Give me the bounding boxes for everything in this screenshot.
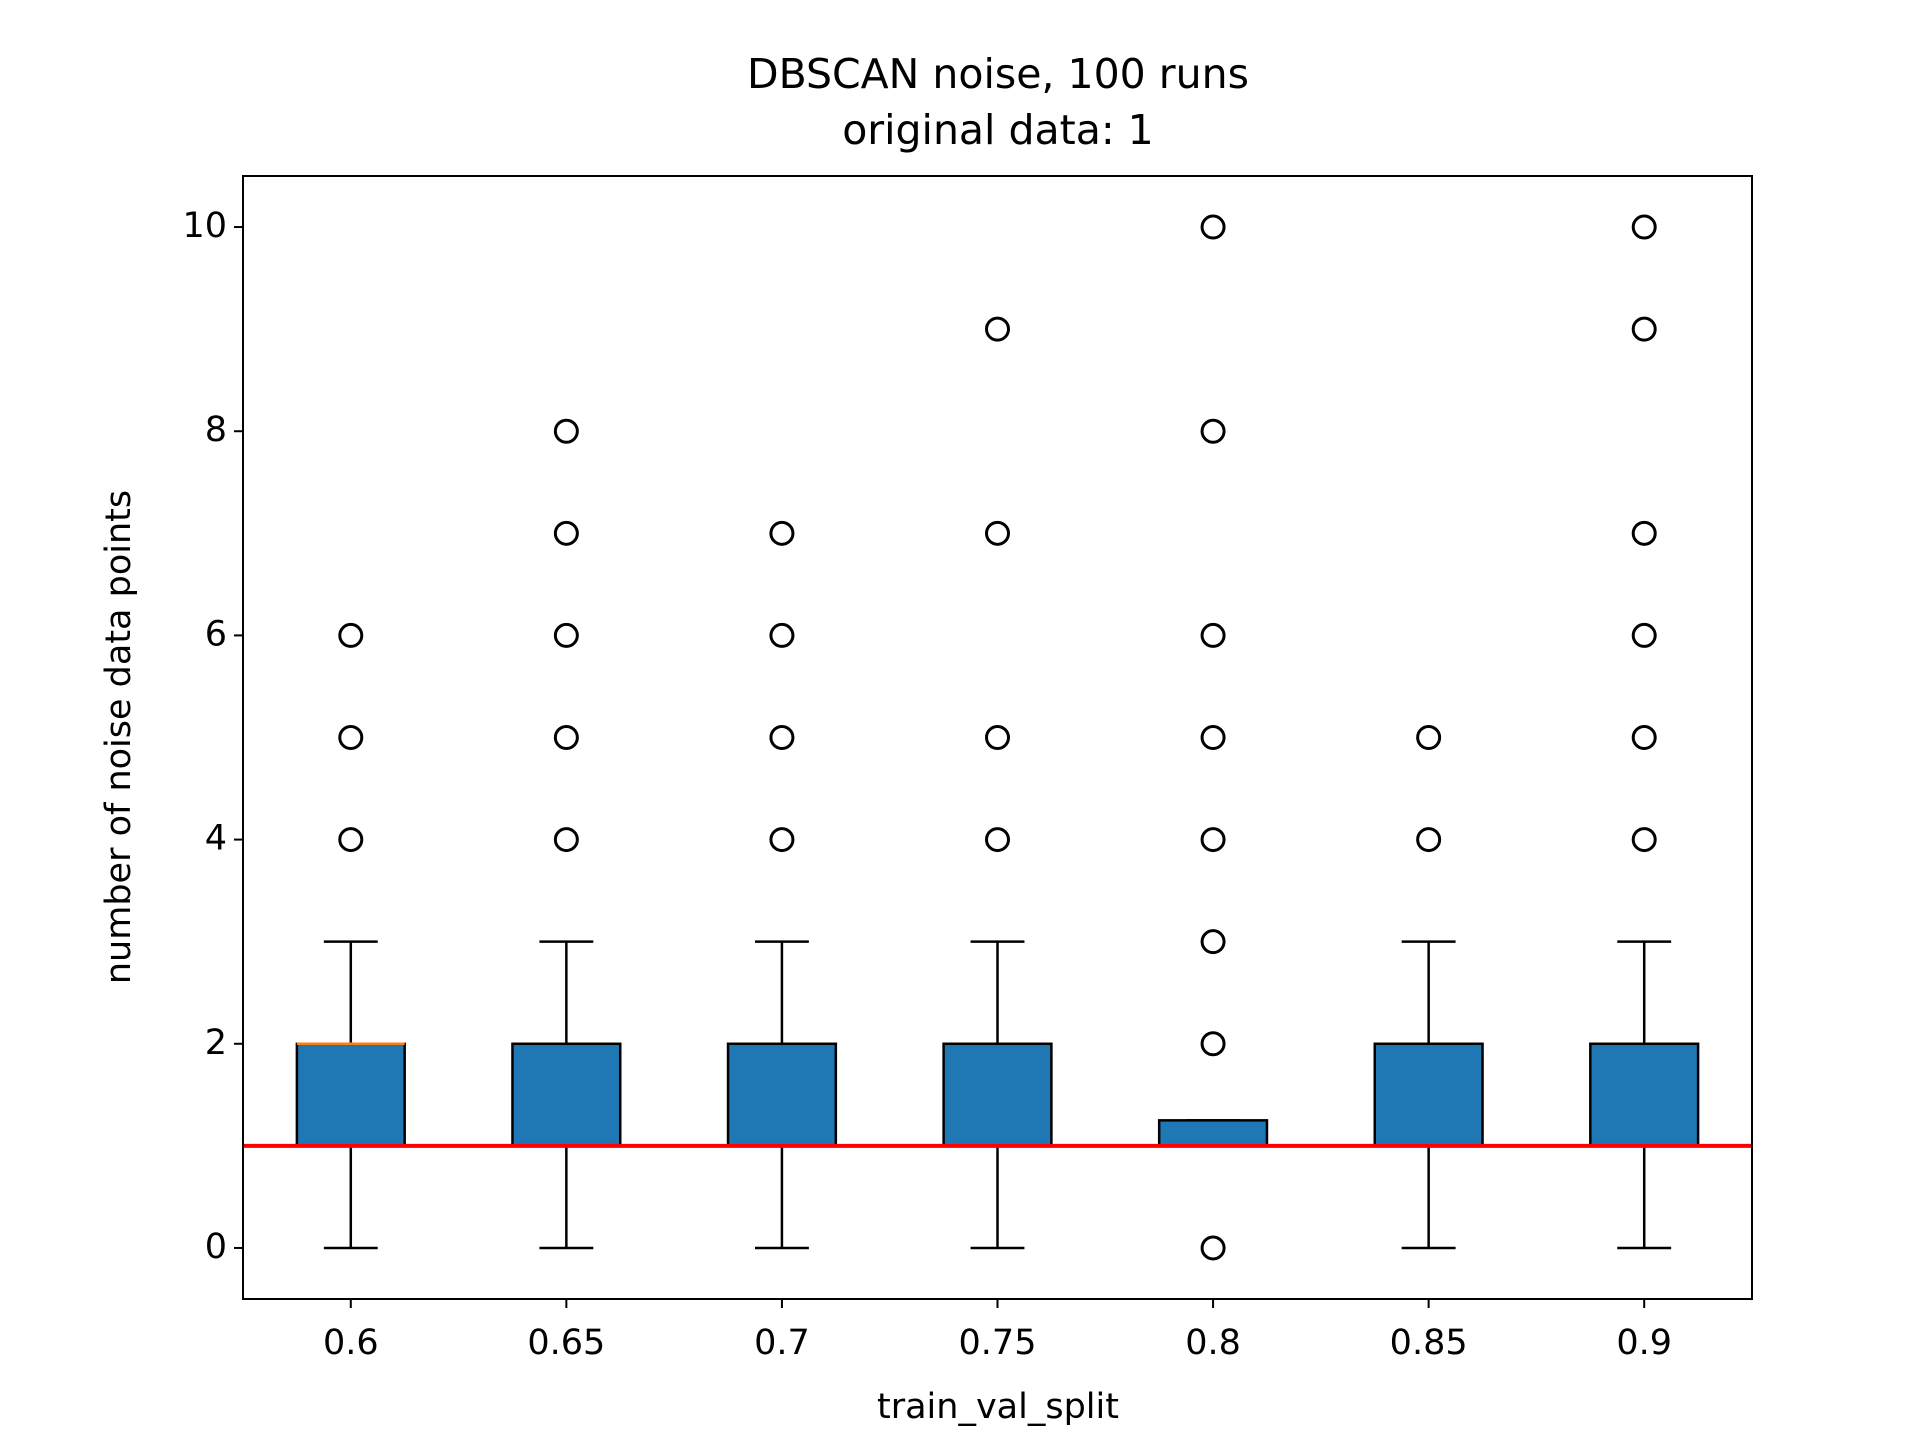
outlier [769, 622, 795, 648]
y-tick-label: 2 [205, 1023, 227, 1063]
outlier [1416, 827, 1442, 853]
outlier [769, 725, 795, 750]
x-tick-label: 0.65 [527, 1323, 605, 1363]
outlier [1631, 725, 1657, 750]
box [726, 1042, 838, 1148]
box [295, 1042, 406, 1148]
y-tick-label: 6 [205, 614, 227, 654]
outlier [1416, 725, 1442, 750]
outlier [1200, 418, 1226, 444]
outlier [985, 827, 1010, 853]
box [942, 1042, 1053, 1148]
outlier [1200, 1235, 1226, 1261]
outlier [985, 316, 1010, 342]
outlier [1200, 725, 1226, 750]
outlier [338, 622, 364, 648]
x-tick-label: 0.8 [1185, 1323, 1241, 1363]
outlier [553, 418, 579, 444]
box [1373, 1042, 1484, 1148]
y-tick-label: 8 [205, 410, 227, 450]
y-tick-label: 4 [205, 819, 227, 859]
outlier [1631, 622, 1657, 648]
outlier [1631, 214, 1657, 240]
x-tick-label: 0.9 [1616, 1323, 1672, 1363]
outlier [1200, 929, 1226, 955]
outlier [1200, 622, 1226, 648]
outlier [553, 725, 579, 750]
box [511, 1042, 622, 1148]
x-axis-label: train_val_split [877, 1387, 1119, 1427]
chart-subtitle: original data: 1 [842, 106, 1154, 154]
plot-frame [242, 175, 1753, 1300]
outlier [1631, 520, 1657, 546]
box [1157, 1119, 1269, 1148]
outlier [769, 827, 795, 853]
chart-title: DBSCAN noise, 100 runs [747, 50, 1249, 98]
outlier [553, 520, 579, 546]
outlier [338, 725, 364, 750]
x-tick-label: 0.75 [959, 1323, 1037, 1363]
y-axis-label: number of noise data points [99, 490, 139, 984]
outlier [985, 520, 1010, 546]
outlier [1631, 827, 1657, 853]
outlier [1200, 1031, 1226, 1057]
x-tick-label: 0.85 [1390, 1323, 1468, 1363]
y-tick-label: 10 [182, 206, 227, 246]
outlier [1200, 214, 1226, 240]
x-tick-label: 0.6 [323, 1323, 379, 1363]
outlier [1200, 827, 1226, 853]
outlier [553, 622, 579, 648]
outlier [338, 827, 364, 853]
outlier [985, 725, 1010, 750]
outlier [553, 827, 579, 853]
outlier [769, 520, 795, 546]
outlier [1631, 316, 1657, 342]
x-tick-label: 0.7 [754, 1323, 810, 1363]
box [1589, 1042, 1700, 1148]
y-tick-label: 0 [205, 1227, 227, 1267]
